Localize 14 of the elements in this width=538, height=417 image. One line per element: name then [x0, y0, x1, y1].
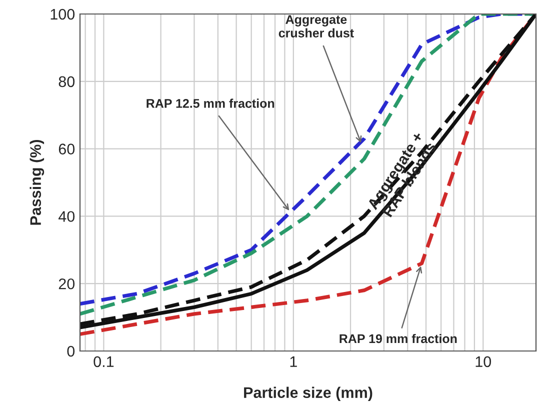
y-tick-label: 100 [50, 8, 75, 20]
x-axis-title: Particle size (mm) [244, 386, 372, 402]
annotation: RAP 12.5 mm fraction [146, 98, 274, 108]
x-tick-label: 1 [290, 356, 297, 367]
y-axis-title: Passing (%) [30, 140, 44, 225]
y-tick-label: 20 [58, 278, 75, 290]
x-tick-label: 0.1 [94, 356, 114, 368]
annotation: Aggregate crusher dust [278, 15, 354, 38]
y-tick-label: 60 [58, 144, 75, 154]
y-tick-label: 0 [67, 346, 75, 357]
x-tick-label: 10 [476, 356, 492, 368]
y-tick-label: 40 [58, 211, 75, 222]
annotation: RAP 19 mm fraction [340, 334, 457, 344]
y-tick-label: 80 [58, 76, 75, 88]
